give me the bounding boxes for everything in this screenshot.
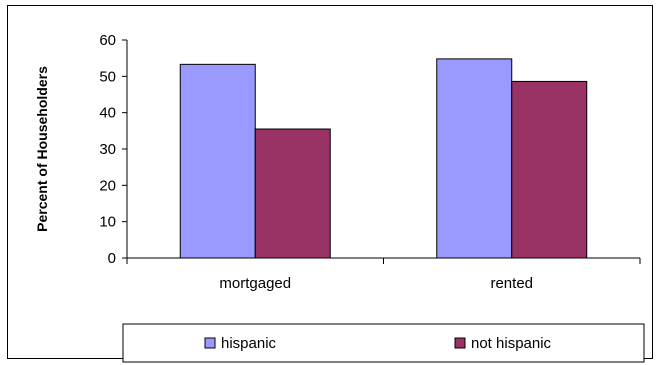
y-tick-label: 40 (99, 105, 116, 122)
x-axis-ticks: mortgaged rented (126, 258, 641, 292)
y-tick-label: 20 (99, 177, 116, 194)
y-axis-title: Percent of Householders (34, 66, 50, 232)
legend: hispanic not hispanic (122, 323, 645, 363)
bar-hispanic-rented (436, 58, 513, 259)
legend-label: not hispanic (471, 335, 552, 352)
bars (179, 58, 588, 259)
x-tick-label: rented (490, 275, 533, 292)
bar-hispanic-mortgaged (179, 63, 256, 259)
y-tick-label: 50 (99, 68, 116, 85)
y-tick-label: 30 (99, 141, 116, 158)
y-tick-label: 0 (108, 250, 116, 267)
bar-not-hispanic-rented (511, 80, 588, 259)
y-tick-label: 10 (99, 214, 116, 231)
y-tick-label: 60 (99, 32, 116, 49)
legend-box (122, 323, 645, 363)
legend-swatch-hispanic (204, 337, 216, 349)
bar-not-hispanic-mortgaged (254, 128, 331, 259)
legend-label: hispanic (221, 335, 277, 352)
x-tick-label: mortgaged (219, 275, 291, 292)
y-axis-ticks: 0 10 20 30 40 50 60 (99, 32, 127, 267)
legend-swatch-not-hispanic (454, 337, 466, 349)
